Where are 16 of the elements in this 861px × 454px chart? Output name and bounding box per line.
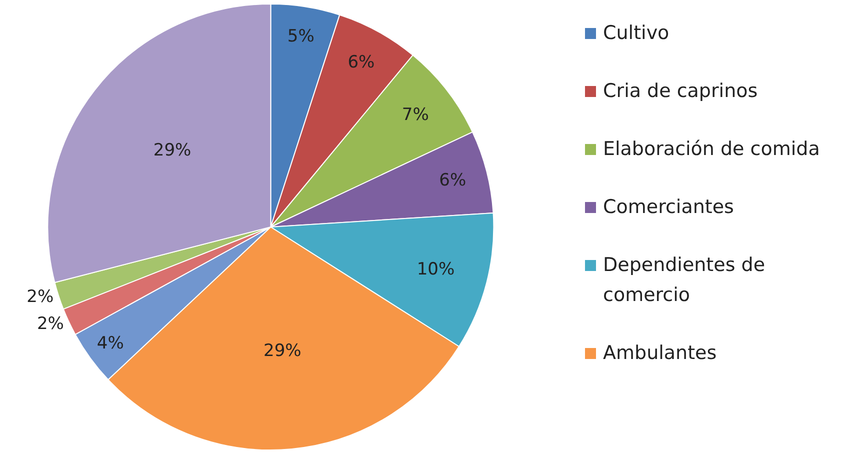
data-label: 2% [36, 314, 64, 334]
legend-label: Dependientes de comercio [603, 253, 766, 308]
data-label: 6% [348, 52, 375, 72]
legend-label: Comerciantes [603, 195, 734, 220]
data-label: 29% [153, 140, 192, 161]
data-label: 4% [96, 333, 124, 354]
legend-label: Cria de caprinos [603, 79, 758, 104]
legend-label: Ambulantes [603, 341, 717, 366]
data-label: 7% [402, 104, 429, 125]
data-label: 29% [264, 341, 302, 362]
data-label: 6% [439, 170, 466, 190]
data-label: 10% [416, 259, 455, 280]
legend-label: Cultivo [603, 21, 670, 46]
legend-label: Elaboración de comida [603, 137, 820, 162]
data-label: 2% [26, 286, 54, 307]
data-label: 5% [287, 26, 314, 47]
